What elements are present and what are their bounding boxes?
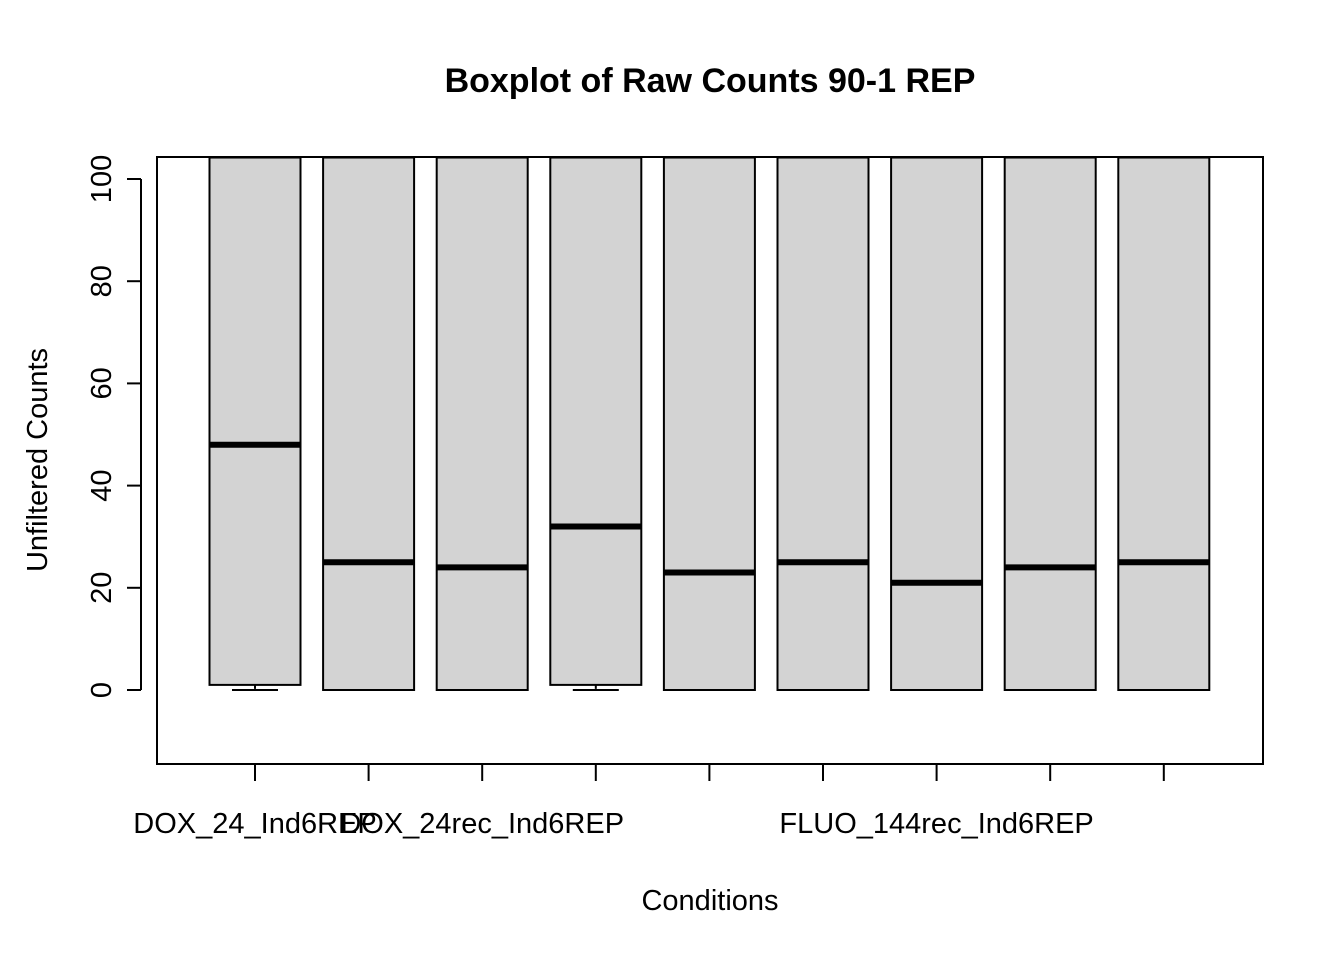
x-tick-label: DOX_24_Ind6REP bbox=[133, 808, 376, 840]
box-body bbox=[208, 156, 302, 686]
y-tick-label: 20 bbox=[86, 572, 118, 604]
y-axis-label: Unfiltered Counts bbox=[22, 348, 54, 572]
box-body bbox=[776, 156, 870, 691]
box-body bbox=[1117, 156, 1211, 691]
box-5 bbox=[662, 156, 756, 691]
box-body bbox=[890, 156, 984, 691]
y-tick-label: 0 bbox=[86, 682, 118, 698]
box-8 bbox=[1003, 156, 1097, 691]
box-body bbox=[435, 156, 529, 691]
box-body bbox=[549, 156, 643, 686]
y-tick-label: 40 bbox=[86, 469, 118, 501]
box-body bbox=[662, 156, 756, 691]
box-9 bbox=[1117, 156, 1211, 691]
box-2 bbox=[322, 156, 416, 691]
box-body bbox=[322, 156, 416, 691]
chart-title: Boxplot of Raw Counts 90-1 REP bbox=[445, 62, 976, 100]
box-6 bbox=[776, 156, 870, 691]
box-3 bbox=[435, 156, 529, 691]
x-tick-label: FLUO_144rec_Ind6REP bbox=[779, 808, 1093, 840]
box-4 bbox=[549, 156, 643, 691]
x-axis-label: Conditions bbox=[641, 885, 778, 917]
y-tick-label: 80 bbox=[86, 265, 118, 297]
y-tick-label: 100 bbox=[86, 155, 118, 203]
box-7 bbox=[890, 156, 984, 691]
box-body bbox=[1003, 156, 1097, 691]
y-tick-label: 60 bbox=[86, 367, 118, 399]
x-tick-label: DOX_24rec_Ind6REP bbox=[340, 808, 624, 840]
box-1 bbox=[208, 156, 302, 691]
plot-area bbox=[208, 156, 1211, 691]
y-axis: 0 20 40 60 80 100 bbox=[86, 155, 142, 698]
